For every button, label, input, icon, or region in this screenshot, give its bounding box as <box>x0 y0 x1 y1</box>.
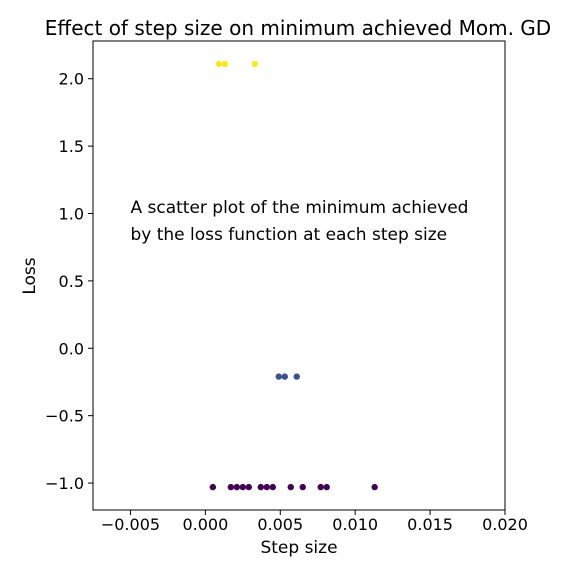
data-point <box>216 61 222 67</box>
data-point <box>222 61 228 67</box>
x-tick-label: 0.000 <box>182 515 228 534</box>
y-tick-label: 1.5 <box>59 137 84 156</box>
annotation-line-2: by the loss function at each step size <box>130 225 447 245</box>
y-axis: −1.0 −0.5 0.0 0.5 1.0 1.5 2.0 <box>45 70 93 493</box>
data-point <box>318 484 324 490</box>
x-tick-label: 0.020 <box>482 515 528 534</box>
chart-title: Effect of step size on minimum achieved … <box>45 16 551 40</box>
y-tick-label: 1.0 <box>59 205 84 224</box>
data-point <box>300 484 306 490</box>
annotation-line-1: A scatter plot of the minimum achieved <box>130 198 468 218</box>
x-tick-label: 0.015 <box>407 515 453 534</box>
data-point <box>282 373 288 379</box>
x-axis: −0.005 0.000 0.005 0.010 0.015 0.020 <box>101 510 528 534</box>
data-point <box>371 484 377 490</box>
data-point <box>234 484 240 490</box>
data-point <box>324 484 330 490</box>
data-point <box>258 484 264 490</box>
x-axis-label: Step size <box>260 538 337 558</box>
y-tick-label: 2.0 <box>59 70 84 89</box>
plot-area <box>93 41 505 510</box>
data-point <box>228 484 234 490</box>
data-point <box>294 373 300 379</box>
y-tick-label: −0.5 <box>45 407 84 426</box>
data-point <box>252 61 258 67</box>
data-point <box>240 484 246 490</box>
y-tick-label: −1.0 <box>45 474 84 493</box>
data-point <box>246 484 252 490</box>
x-tick-label: 0.010 <box>332 515 378 534</box>
x-tick-label: −0.005 <box>101 515 160 534</box>
data-point <box>288 484 294 490</box>
data-point <box>210 484 216 490</box>
y-axis-label: Loss <box>20 257 40 294</box>
x-tick-label: 0.005 <box>257 515 303 534</box>
y-tick-label: 0.0 <box>59 339 84 358</box>
data-point <box>276 373 282 379</box>
data-point <box>264 484 270 490</box>
y-tick-label: 0.5 <box>59 272 84 291</box>
data-point <box>270 484 276 490</box>
